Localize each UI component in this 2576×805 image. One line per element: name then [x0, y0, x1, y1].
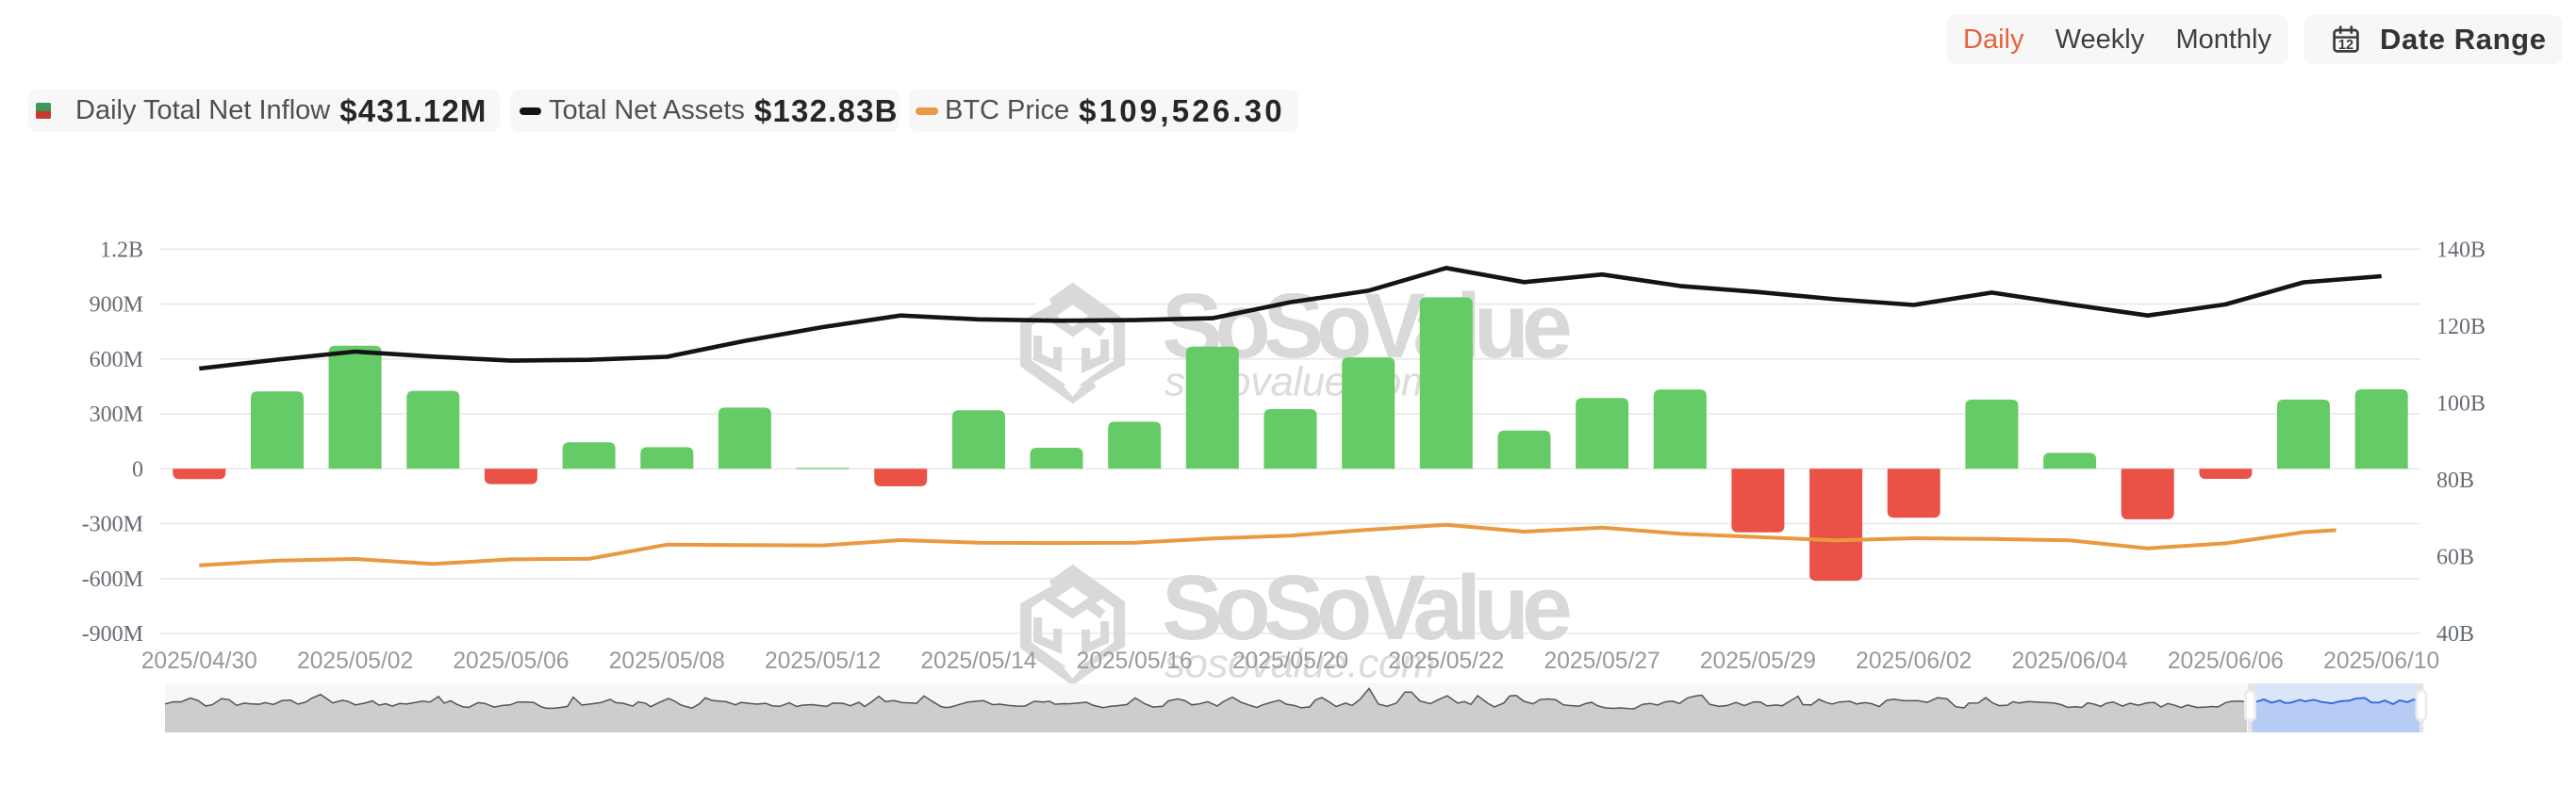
svg-text:40B: 40B [2436, 622, 2474, 647]
svg-text:2025/06/06: 2025/06/06 [2168, 649, 2284, 674]
svg-text:2025/05/12: 2025/05/12 [765, 649, 881, 674]
svg-text:2025/05/27: 2025/05/27 [1544, 649, 1660, 674]
svg-text:SoSoValue: SoSoValue [1162, 556, 1570, 659]
svg-text:120B: 120B [2436, 315, 2485, 339]
svg-text:80B: 80B [2436, 468, 2474, 493]
svg-text:2025/05/02: 2025/05/02 [297, 649, 413, 674]
svg-text:2025/06/02: 2025/06/02 [1856, 649, 1972, 674]
svg-text:900M: 900M [90, 293, 143, 318]
svg-text:1.2B: 1.2B [100, 238, 143, 262]
svg-text:2025/04/30: 2025/04/30 [141, 649, 257, 674]
svg-text:2025/05/29: 2025/05/29 [1700, 649, 1816, 674]
svg-text:60B: 60B [2436, 546, 2474, 570]
svg-text:-600M: -600M [82, 567, 143, 592]
svg-text:2025/05/20: 2025/05/20 [1232, 649, 1348, 674]
svg-text:2025/06/10: 2025/06/10 [2323, 649, 2439, 674]
svg-text:-300M: -300M [82, 513, 143, 537]
svg-text:140B: 140B [2436, 238, 2485, 262]
svg-text:2025/05/08: 2025/05/08 [609, 649, 725, 674]
svg-text:2025/05/14: 2025/05/14 [920, 649, 1036, 674]
svg-text:0: 0 [132, 457, 143, 482]
svg-text:12: 12 [2338, 38, 2353, 53]
svg-text:600M: 600M [90, 348, 143, 372]
svg-text:2025/06/04: 2025/06/04 [2012, 649, 2128, 674]
svg-text:2025/05/06: 2025/05/06 [453, 649, 569, 674]
svg-text:sosovalue.com: sosovalue.com [1164, 641, 1435, 687]
svg-text:300M: 300M [90, 402, 143, 427]
svg-text:2025/05/22: 2025/05/22 [1388, 649, 1504, 674]
svg-text:100B: 100B [2436, 391, 2485, 416]
svg-text:-900M: -900M [82, 622, 143, 647]
svg-text:2025/05/16: 2025/05/16 [1077, 649, 1193, 674]
